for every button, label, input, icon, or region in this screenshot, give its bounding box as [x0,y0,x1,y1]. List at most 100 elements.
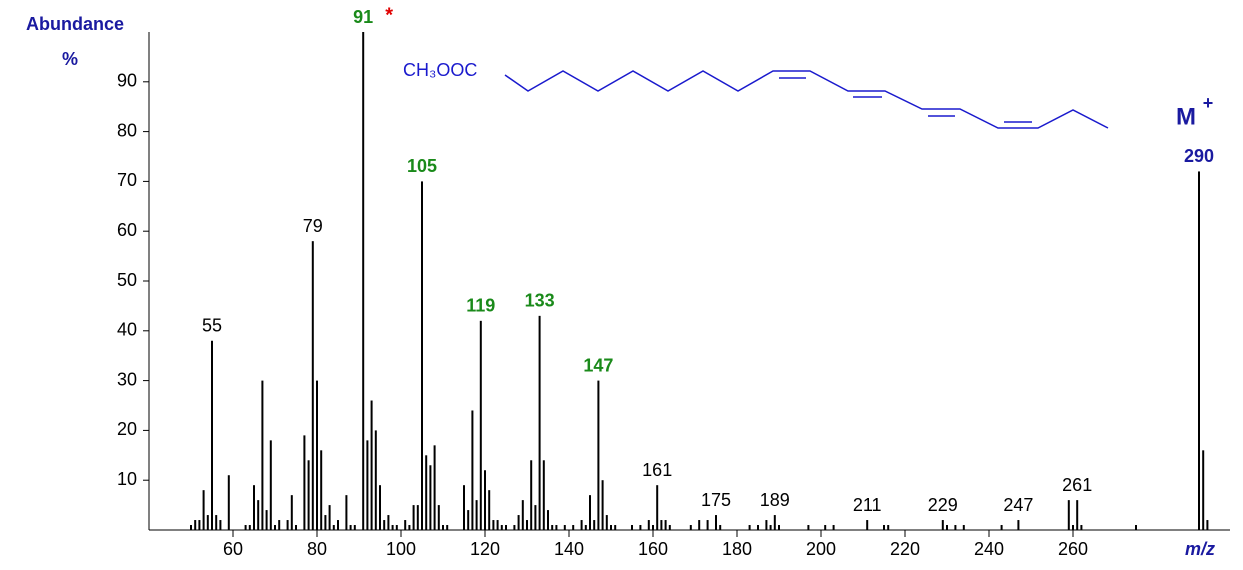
x-tick-label: 120 [470,539,500,559]
peak [505,525,507,530]
peak [345,495,348,530]
peak [492,520,495,530]
peak [941,520,944,530]
peak [601,480,604,530]
peak [198,520,201,530]
base-peak-marker: * [385,4,393,26]
peak [215,515,218,530]
structure-label: CH₃OOC [403,60,477,80]
structure [504,70,1109,129]
peak [253,485,255,530]
peak [954,525,957,530]
peak [362,32,365,530]
peak [597,380,600,530]
peak [698,520,701,530]
peak [395,525,398,530]
y-unit: % [62,49,78,69]
peak [496,520,499,530]
x-tick-label: 200 [806,539,836,559]
peak [1198,171,1200,530]
peak [227,475,230,530]
peak [349,525,352,530]
peak-label: 229 [928,495,958,515]
peak [563,525,566,530]
peak [769,525,772,530]
peak-label: 133 [525,291,555,311]
peak [316,380,318,530]
peak [773,515,776,530]
x-tick-label: 260 [1058,539,1088,559]
peak [353,525,356,530]
peak [534,505,537,530]
peak [1206,520,1209,530]
peak [513,525,516,530]
peak [526,520,528,530]
peak [589,495,591,530]
peak [332,525,335,530]
peak [631,525,633,530]
peak [387,515,390,530]
x-label: m/z [1185,539,1215,559]
x-tick-label: 180 [722,539,752,559]
peak [866,520,869,530]
peak [883,525,885,530]
peak [719,525,722,530]
peak [383,520,386,530]
y-tick-label: 30 [117,369,137,389]
y-label: Abundance [26,14,124,34]
peak [248,525,251,530]
y-tick-label: 10 [117,469,137,489]
molecular-ion-charge: + [1203,93,1214,113]
peak [425,455,428,530]
molecular-ion: M [1176,103,1196,130]
peak [320,450,323,530]
peak [337,520,339,530]
peak [584,525,587,530]
peak [404,520,407,530]
peak [374,430,377,530]
peak [664,520,667,530]
peak [295,525,297,530]
peak [475,500,478,530]
peak [647,520,650,530]
peak [1067,500,1070,530]
peak [689,525,692,530]
peak [463,485,465,530]
peak [748,525,751,530]
x-tick-label: 60 [223,539,243,559]
peak [219,520,222,530]
peak [421,181,423,530]
peak [446,525,449,530]
peak-label: 211 [853,495,882,515]
peak-label: 290 [1184,146,1214,166]
x-tick-label: 240 [974,539,1004,559]
peak [484,470,486,530]
peak [706,520,709,530]
peak [190,525,192,530]
peak [257,500,260,530]
peak [412,505,415,530]
peak [437,505,440,530]
peak-label: 161 [642,460,672,480]
peak [379,485,381,530]
peak [555,525,558,530]
peak [765,520,768,530]
peak-label: 147 [583,355,613,375]
peak [652,525,654,530]
peak [290,495,293,530]
peak-label: 175 [701,490,731,510]
peak [1202,450,1205,530]
peak [303,435,306,530]
peak [660,520,663,530]
peak-label: 79 [303,216,323,236]
x-tick-label: 100 [386,539,416,559]
peak [572,525,575,530]
peak [429,465,432,530]
peak-label: 119 [466,296,495,316]
peak [639,525,642,530]
peak [244,525,247,530]
peak [311,241,314,530]
peak-label: 247 [1003,495,1033,515]
peak [1000,525,1003,530]
